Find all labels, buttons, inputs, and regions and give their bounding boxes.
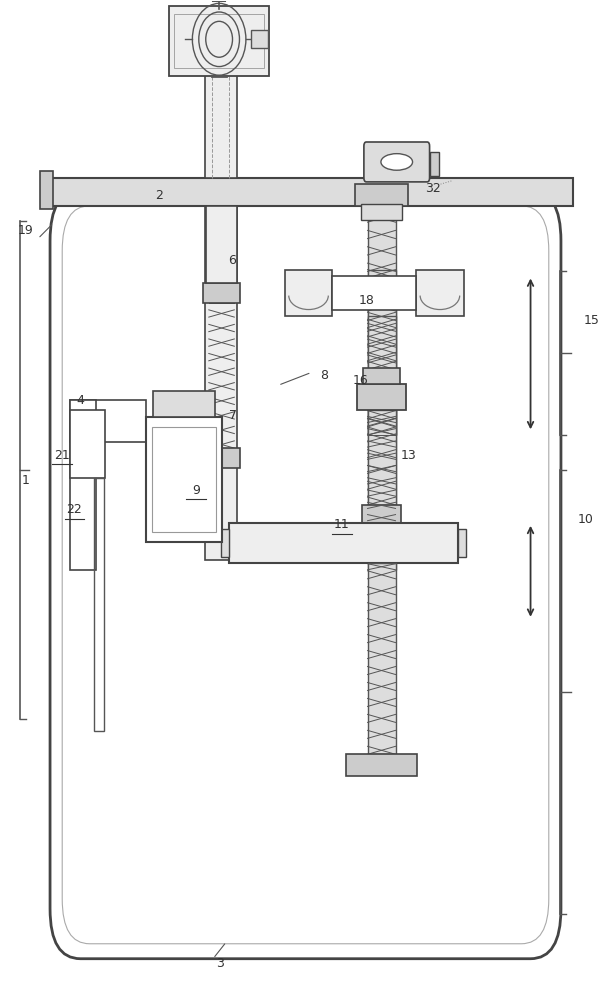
FancyBboxPatch shape (40, 171, 53, 209)
FancyBboxPatch shape (221, 529, 230, 557)
Text: 19: 19 (18, 224, 34, 237)
Text: 22: 22 (67, 503, 82, 516)
Bar (368, 316, 395, 505)
FancyBboxPatch shape (430, 152, 439, 176)
Bar (368, 206, 395, 435)
Text: 21: 21 (54, 449, 70, 462)
FancyBboxPatch shape (153, 391, 215, 417)
Text: 8: 8 (320, 369, 327, 382)
Text: 15: 15 (584, 314, 599, 327)
Ellipse shape (381, 154, 412, 170)
FancyBboxPatch shape (364, 142, 430, 182)
Text: 13: 13 (401, 449, 417, 462)
Text: 18: 18 (359, 294, 375, 307)
Text: 9: 9 (192, 484, 200, 497)
FancyBboxPatch shape (205, 18, 237, 178)
Text: 1: 1 (22, 474, 30, 487)
FancyBboxPatch shape (205, 206, 237, 560)
FancyBboxPatch shape (50, 191, 561, 959)
FancyBboxPatch shape (44, 178, 573, 206)
Text: 7: 7 (229, 409, 236, 422)
FancyBboxPatch shape (203, 283, 240, 303)
Text: 6: 6 (229, 254, 236, 267)
FancyBboxPatch shape (346, 754, 417, 776)
FancyBboxPatch shape (416, 270, 464, 316)
Bar (368, 563, 395, 754)
FancyBboxPatch shape (203, 448, 240, 468)
Text: 11: 11 (334, 518, 350, 531)
Text: 4: 4 (76, 394, 84, 407)
FancyBboxPatch shape (206, 206, 238, 283)
FancyBboxPatch shape (230, 523, 458, 563)
FancyBboxPatch shape (70, 400, 146, 442)
Text: 3: 3 (216, 957, 224, 970)
Text: 10: 10 (577, 513, 593, 526)
Text: 32: 32 (425, 182, 441, 195)
Text: 16: 16 (353, 374, 368, 387)
FancyBboxPatch shape (332, 276, 416, 310)
FancyBboxPatch shape (364, 368, 400, 384)
FancyBboxPatch shape (458, 529, 466, 557)
FancyBboxPatch shape (146, 417, 222, 542)
FancyBboxPatch shape (285, 270, 332, 316)
FancyBboxPatch shape (70, 400, 96, 570)
FancyBboxPatch shape (355, 184, 408, 206)
FancyBboxPatch shape (251, 30, 268, 48)
Text: 2: 2 (156, 189, 164, 202)
Bar (209, 303, 235, 448)
Bar (368, 410, 395, 570)
FancyBboxPatch shape (362, 505, 401, 525)
FancyBboxPatch shape (70, 410, 105, 478)
FancyBboxPatch shape (361, 204, 402, 220)
FancyBboxPatch shape (357, 384, 406, 410)
Bar (368, 270, 395, 435)
FancyBboxPatch shape (169, 6, 269, 76)
